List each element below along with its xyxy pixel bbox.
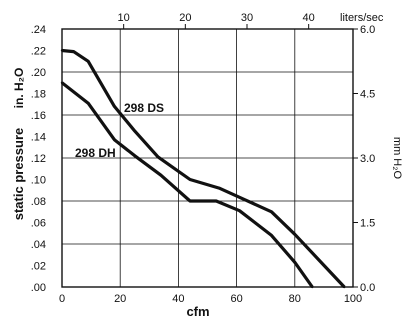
- data-point-298-ds-0: [60, 49, 64, 52]
- x-tick-label-3: 60: [230, 293, 242, 305]
- data-point-298-dh-3: [133, 154, 136, 158]
- x2-axis-label: liters/sec: [340, 12, 384, 24]
- y-tick-label-7: .14: [31, 132, 46, 144]
- y2-tick-label-3: 4.5: [360, 89, 375, 101]
- data-point-298-ds-8: [244, 198, 247, 202]
- y-tick-label-5: .10: [31, 175, 46, 187]
- series-line-298-ds: [61, 48, 346, 289]
- x2-tick-label-3: 40: [303, 12, 315, 24]
- y-tick-label-2: .04: [31, 239, 46, 251]
- data-point-298-ds-4: [133, 129, 136, 133]
- x-tick-label-5: 100: [344, 293, 362, 305]
- y-tick-label-6: .12: [31, 153, 46, 165]
- y-axis-label: static pressure: [11, 128, 26, 221]
- y-tick-label-9: .18: [31, 89, 46, 101]
- data-point-298-ds-9: [270, 210, 273, 213]
- y-tick-label-1: .02: [31, 261, 46, 273]
- y-tick-label-8: .16: [31, 110, 46, 122]
- series-label-298-ds: 298 DS: [124, 101, 164, 115]
- data-point-298-dh-7: [238, 209, 241, 212]
- tick-labels: 0 20 40 60 80 100 .00 .02 .04 .06 .08 .10 .12 .14 .16.…: [31, 12, 376, 305]
- y2-tick-label-2: 3.0: [360, 153, 375, 165]
- data-point-298-dh-1: [86, 101, 90, 105]
- y2-tick-label-0: 0.0: [360, 282, 375, 294]
- y-tick-label-3: .06: [31, 218, 46, 230]
- data-point-298-ds-6: [188, 178, 192, 181]
- y-tick-label-11: .22: [31, 46, 46, 58]
- x2-tick-label-1: 20: [179, 12, 191, 24]
- data-point-298-dh-4: [159, 174, 163, 177]
- series-line-298-dh: [61, 81, 314, 288]
- data-point-298-ds-5: [156, 155, 160, 159]
- x2-tick-label-2: 30: [241, 12, 253, 24]
- data-point-298-ds-1: [72, 50, 75, 53]
- x-tick-label-1: 20: [114, 293, 126, 305]
- data-point-298-dh-0: [60, 81, 64, 84]
- x2-tick-label-0: 10: [118, 12, 130, 24]
- data-point-298-dh-10: [311, 285, 314, 289]
- data-point-298-ds-3: [113, 105, 116, 108]
- data-point-298-dh-5: [188, 199, 192, 203]
- series-label-298-dh: 298 DH: [75, 146, 116, 160]
- data-point-298-ds-7: [217, 186, 221, 190]
- x-tick-label-2: 40: [172, 293, 184, 305]
- x-axis-label: cfm: [186, 304, 209, 319]
- data-point-298-ds-2: [86, 60, 90, 63]
- y2-tick-label-1: 1.5: [360, 218, 375, 230]
- data-point-298-ds-10: [293, 233, 296, 236]
- y2-axis-label: mm H₂O: [391, 137, 402, 180]
- data-point-298-dh-6: [215, 199, 218, 203]
- y-tick-label-12: .24: [31, 24, 46, 36]
- y-tick-label-4: .08: [31, 196, 46, 208]
- y-tick-label-10: .20: [31, 67, 46, 79]
- data-point-298-ds-12: [343, 285, 346, 289]
- data-point-298-ds-11: [316, 257, 320, 261]
- data-point-298-dh-2: [113, 138, 116, 141]
- series-lines: [60, 48, 346, 289]
- data-point-298-dh-9: [293, 261, 296, 264]
- y-tick-label-0: .00: [31, 282, 46, 294]
- data-point-298-dh-8: [270, 234, 273, 237]
- y-axis-units: in. H₂O: [12, 68, 26, 109]
- x-tick-label-0: 0: [59, 293, 65, 305]
- x-tick-label-4: 80: [289, 293, 301, 305]
- y2-tick-label-4: 6.0: [360, 24, 375, 36]
